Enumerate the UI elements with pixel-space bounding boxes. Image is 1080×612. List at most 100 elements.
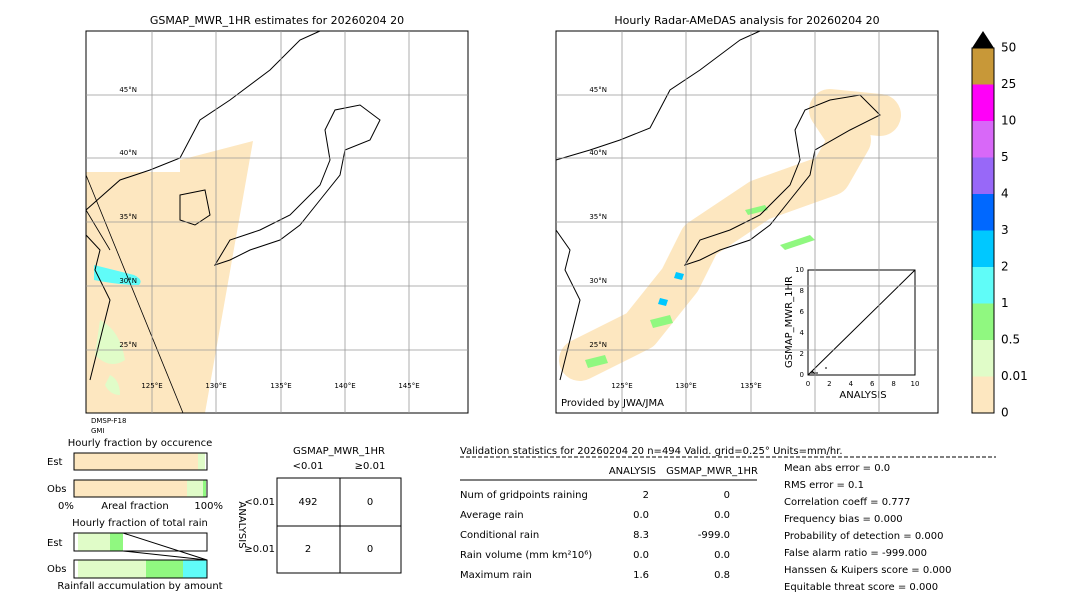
val-label: Maximum rain	[460, 570, 532, 581]
lon-label: 135°E	[740, 382, 761, 390]
scatter-ylabel: GSMAP_MWR_1HR	[784, 276, 795, 368]
scatter-x-tick: 8	[891, 380, 895, 388]
table-title: GSMAP_MWR_1HR	[293, 446, 385, 457]
val-col: GSMAP_MWR_1HR	[666, 466, 758, 477]
row-label: <0.01	[244, 497, 275, 508]
scatter-x-tick: 4	[849, 380, 854, 388]
val-label: Rain volume (mm km²10⁶)	[460, 550, 592, 561]
panel-title: Hourly fraction by occurence	[68, 438, 212, 449]
lon-label: 145°E	[398, 382, 419, 390]
colorbar-segment	[972, 157, 994, 194]
score: RMS error = 0.1	[784, 480, 864, 491]
scatter-x-tick: 2	[827, 380, 831, 388]
colorbar-label: 2	[1001, 260, 1009, 274]
cell: 0	[367, 544, 373, 555]
score: Probability of detection = 0.000	[784, 531, 943, 542]
row-label: ≥0.01	[244, 544, 275, 555]
lat-label: 30°N	[119, 277, 137, 285]
score: Frequency bias = 0.000	[784, 514, 903, 525]
colorbar-segment	[972, 121, 994, 158]
colorbar-label: 4	[1001, 187, 1009, 201]
colorbar-frame	[971, 47, 995, 414]
scatter-x-tick: 10	[911, 380, 920, 388]
colorbar-label: 1	[1001, 296, 1009, 310]
row-label: Obs	[47, 484, 66, 495]
lat-label: 45°N	[589, 86, 607, 94]
lon-label: 130°E	[205, 382, 226, 390]
colorbar-segment	[972, 230, 994, 267]
scatter-y-tick: 10	[795, 266, 804, 274]
scatter-y-tick: 6	[800, 308, 805, 316]
right-title: Hourly Radar-AMeDAS analysis for 2026020…	[614, 14, 879, 27]
colorbar-label: 0	[1001, 406, 1009, 420]
panel-title: Hourly fraction of total rain	[72, 518, 208, 529]
colorbar-label: 0.01	[1001, 369, 1028, 383]
scatter-xlabel: ANALYSIS	[839, 390, 886, 401]
score: Correlation coeff = 0.777	[784, 497, 910, 508]
val-value: 0.0	[714, 510, 730, 521]
colorbar-segment	[972, 84, 994, 121]
scatter-y-tick: 8	[800, 287, 804, 295]
val-value: 0.0	[633, 550, 649, 561]
row-title: ANALYSIS	[236, 501, 247, 548]
lon-label: 130°E	[675, 382, 696, 390]
lat-label: 25°N	[589, 341, 607, 349]
contingency-table	[276, 477, 402, 574]
left-title: GSMAP_MWR_1HR estimates for 20260204 20	[150, 14, 404, 27]
scatter-y-tick: 2	[800, 350, 804, 358]
colorbar-extend	[972, 31, 994, 48]
score: Equitable threat score = 0.000	[784, 582, 938, 593]
val-value: 2	[643, 490, 649, 501]
axis-end: 0%	[58, 501, 74, 512]
colorbar-segment	[972, 303, 994, 340]
cell: 0	[367, 497, 373, 508]
val-label: Average rain	[460, 510, 524, 521]
score: Hanssen & Kuipers score = 0.000	[784, 565, 951, 576]
val-col: ANALYSIS	[609, 466, 656, 477]
axis-label: Rainfall accumulation by amount	[57, 581, 222, 592]
lat-label: 25°N	[119, 341, 137, 349]
scatter-x-tick: 6	[870, 380, 875, 388]
axis-label: Areal fraction	[101, 501, 168, 512]
swath-edge	[85, 174, 184, 414]
lat-label: 40°N	[119, 149, 137, 157]
rain-area	[95, 320, 125, 395]
val-value: 8.3	[633, 530, 649, 541]
val-label: Num of gridpoints raining	[460, 490, 588, 501]
lon-label: 135°E	[270, 382, 291, 390]
colorbar-label: 25	[1001, 77, 1016, 91]
val-value: 1.6	[633, 570, 649, 581]
val-value: 0.8	[714, 570, 730, 581]
val-value: 0.0	[714, 550, 730, 561]
colorbar-segment	[972, 376, 994, 413]
colorbar-label: 50	[1001, 41, 1016, 55]
swath	[86, 141, 253, 413]
axis-end: 100%	[194, 501, 223, 512]
lat-label: 35°N	[589, 213, 607, 221]
val-label: Conditional rain	[460, 530, 539, 541]
sensor-label: GMI	[91, 427, 105, 435]
rain-area	[658, 272, 684, 306]
scatter-y-tick: 4	[800, 329, 805, 337]
swath-edge	[85, 209, 111, 251]
lat-label: 40°N	[589, 149, 607, 157]
cell: 492	[298, 497, 317, 508]
lon-label: 125°E	[141, 382, 162, 390]
coastline	[85, 30, 381, 381]
scatter-points	[810, 367, 827, 375]
colorbar-label: 0.5	[1001, 333, 1020, 347]
colorbar-label: 3	[1001, 223, 1009, 237]
right-map: ANALYSIS GSMAP_MWR_1HR Provided by JWA/J…	[555, 30, 939, 414]
credit: Provided by JWA/JMA	[561, 398, 664, 409]
val-value: -999.0	[698, 530, 730, 541]
lat-label: 35°N	[119, 213, 137, 221]
sensor-label: DMSP-F18	[91, 417, 126, 425]
total-rain-panel	[73, 532, 208, 579]
val-value: 0	[724, 490, 730, 501]
colorbar-label: 5	[1001, 150, 1009, 164]
cell: 2	[305, 544, 311, 555]
colorbar-label: 10	[1001, 114, 1016, 128]
scatter-y-tick: 0	[800, 371, 804, 379]
score: False alarm ratio = -999.000	[784, 548, 927, 559]
